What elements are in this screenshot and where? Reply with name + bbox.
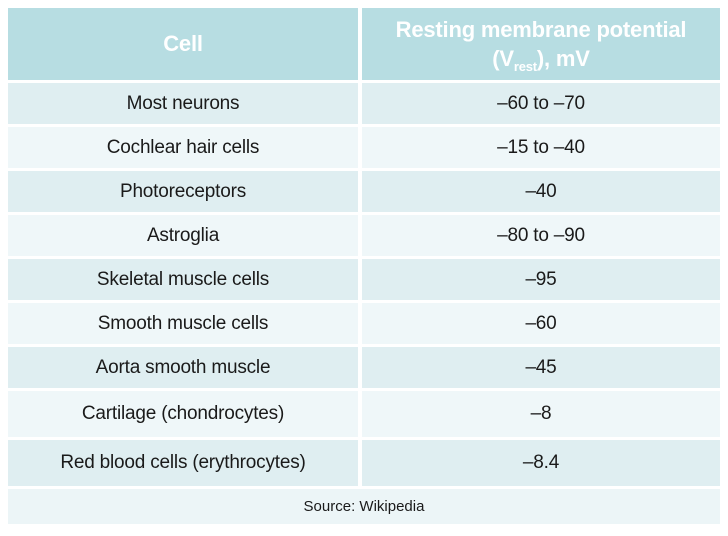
header-cell-potential: Resting membrane potential (Vrest), mV <box>362 8 720 80</box>
source-note: Source: Wikipedia <box>8 489 720 524</box>
table-row: Cochlear hair cells –15 to –40 <box>8 127 720 168</box>
cell-name: Cartilage (chondrocytes) <box>8 391 358 437</box>
cell-value: –45 <box>362 347 720 388</box>
table-row: Most neurons –60 to –70 <box>8 83 720 124</box>
header-potential-subscript: rest <box>513 59 537 74</box>
table-row: Cartilage (chondrocytes) –8 <box>8 391 720 437</box>
table-footer-row: Source: Wikipedia <box>8 489 720 524</box>
cell-name: Astroglia <box>8 215 358 256</box>
header-potential-post: ), mV <box>536 46 590 71</box>
table-header-row: Cell Resting membrane potential (Vrest),… <box>8 8 720 80</box>
cell-value: –95 <box>362 259 720 300</box>
cell-name: Red blood cells (erythrocytes) <box>8 440 358 486</box>
header-cell-cell: Cell <box>8 8 358 80</box>
cell-value: –8.4 <box>362 440 720 486</box>
cell-name: Cochlear hair cells <box>8 127 358 168</box>
cell-value: –15 to –40 <box>362 127 720 168</box>
header-potential-line2: (Vrest), mV <box>492 44 590 74</box>
cell-name: Photoreceptors <box>8 171 358 212</box>
table-row: Photoreceptors –40 <box>8 171 720 212</box>
cell-value: –40 <box>362 171 720 212</box>
cell-name: Skeletal muscle cells <box>8 259 358 300</box>
cell-value: –8 <box>362 391 720 437</box>
cell-value: –60 <box>362 303 720 344</box>
cell-value: –60 to –70 <box>362 83 720 124</box>
header-potential-line1: Resting membrane potential <box>395 17 687 42</box>
cell-name: Smooth muscle cells <box>8 303 358 344</box>
header-potential-pre: (V <box>492 46 514 71</box>
membrane-potential-table: Cell Resting membrane potential (Vrest),… <box>8 8 720 524</box>
cell-name: Most neurons <box>8 83 358 124</box>
table-row: Aorta smooth muscle –45 <box>8 347 720 388</box>
table-row: Smooth muscle cells –60 <box>8 303 720 344</box>
cell-name: Aorta smooth muscle <box>8 347 358 388</box>
table-row: Red blood cells (erythrocytes) –8.4 <box>8 440 720 486</box>
table-row: Astroglia –80 to –90 <box>8 215 720 256</box>
header-potential-text: Resting membrane potential (Vrest), mV <box>396 15 687 73</box>
table-row: Skeletal muscle cells –95 <box>8 259 720 300</box>
cell-value: –80 to –90 <box>362 215 720 256</box>
